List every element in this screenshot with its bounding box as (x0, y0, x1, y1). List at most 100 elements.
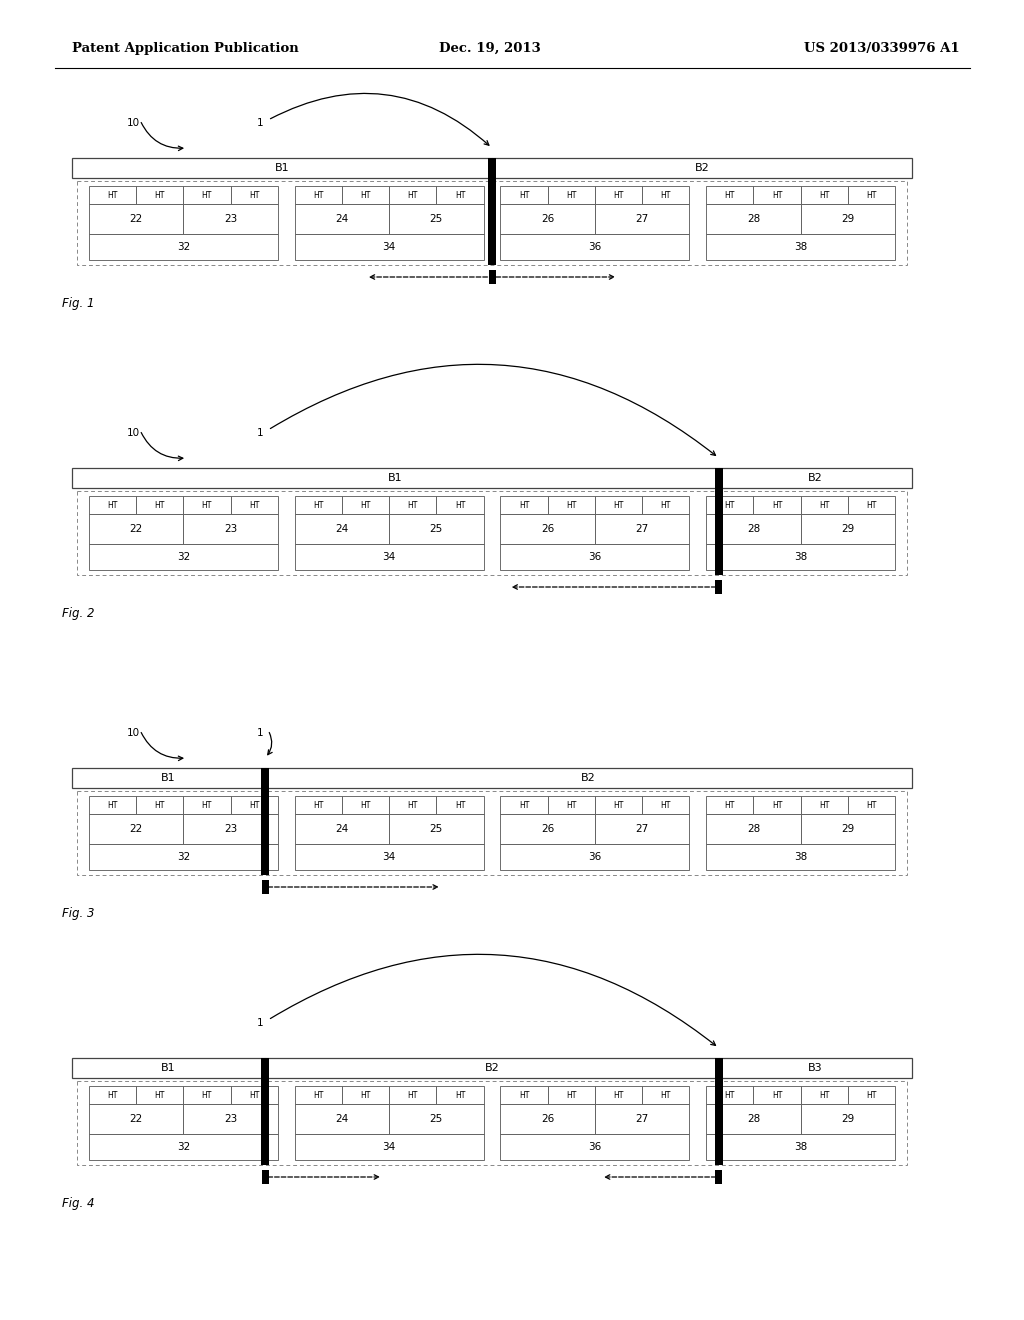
Bar (183, 796, 230, 814)
Bar (262, 1170, 268, 1184)
Text: 23: 23 (224, 214, 238, 224)
Text: 24: 24 (335, 1114, 348, 1125)
Bar (707, 1086, 754, 1104)
Text: HT: HT (660, 1090, 671, 1100)
Text: 27: 27 (636, 1114, 649, 1125)
Bar (342, 186, 389, 205)
Text: 29: 29 (842, 214, 855, 224)
Text: 10: 10 (127, 117, 140, 128)
Bar (77, 791, 907, 875)
Bar (548, 496, 595, 513)
Bar (754, 1086, 801, 1104)
Bar (342, 496, 389, 513)
Text: Fig. 1: Fig. 1 (62, 297, 94, 310)
Bar (548, 796, 595, 814)
Text: 22: 22 (129, 214, 142, 224)
Text: HT: HT (519, 500, 529, 510)
Text: 32: 32 (177, 1142, 189, 1152)
Text: HT: HT (155, 800, 165, 809)
Text: HT: HT (613, 1090, 624, 1100)
Bar (501, 1134, 689, 1160)
Text: Dec. 19, 2013: Dec. 19, 2013 (439, 42, 541, 55)
Text: HT: HT (772, 800, 782, 809)
Text: HT: HT (866, 190, 877, 199)
Bar (642, 186, 689, 205)
Bar (89, 1134, 278, 1160)
Text: HT: HT (725, 500, 735, 510)
Bar (595, 496, 642, 513)
Bar (136, 496, 183, 513)
Text: HT: HT (866, 500, 877, 510)
Bar (848, 186, 895, 205)
Bar (183, 496, 230, 513)
Text: 29: 29 (842, 524, 855, 535)
Text: Fig. 4: Fig. 4 (62, 1197, 94, 1210)
Text: HT: HT (455, 1090, 465, 1100)
Text: 32: 32 (177, 851, 189, 862)
Bar (77, 491, 907, 576)
Bar (72, 768, 265, 788)
Bar (89, 513, 183, 544)
Bar (501, 234, 689, 260)
Text: HT: HT (202, 800, 212, 809)
Bar (89, 1086, 136, 1104)
Text: 27: 27 (636, 824, 649, 834)
Text: HT: HT (519, 1090, 529, 1100)
Bar (89, 496, 136, 513)
Bar (642, 496, 689, 513)
Text: HT: HT (613, 800, 624, 809)
Text: HT: HT (202, 190, 212, 199)
Text: HT: HT (866, 800, 877, 809)
Text: HT: HT (725, 1090, 735, 1100)
Bar (801, 205, 895, 234)
Text: 28: 28 (746, 524, 760, 535)
Text: 29: 29 (842, 1114, 855, 1125)
Text: HT: HT (202, 500, 212, 510)
Bar (707, 186, 754, 205)
Text: 38: 38 (794, 552, 807, 562)
Text: HT: HT (660, 500, 671, 510)
Bar (183, 1104, 278, 1134)
Bar (848, 796, 895, 814)
Bar (295, 234, 483, 260)
Bar (801, 186, 848, 205)
Text: 28: 28 (746, 214, 760, 224)
Text: B2: B2 (808, 473, 822, 483)
Bar (295, 205, 389, 234)
Bar (595, 1086, 642, 1104)
Text: HT: HT (155, 500, 165, 510)
Text: HT: HT (249, 800, 259, 809)
Bar (801, 1104, 895, 1134)
Text: HT: HT (725, 800, 735, 809)
Bar (230, 496, 278, 513)
Text: 25: 25 (430, 214, 443, 224)
Bar (183, 205, 278, 234)
Text: HT: HT (660, 190, 671, 199)
Bar (595, 796, 642, 814)
Bar (715, 469, 723, 576)
Bar (89, 205, 183, 234)
Text: 23: 23 (224, 824, 238, 834)
Text: 34: 34 (383, 552, 395, 562)
Bar (389, 1086, 436, 1104)
Bar (265, 768, 912, 788)
Bar (436, 496, 483, 513)
Text: B3: B3 (808, 1063, 822, 1073)
Bar (707, 234, 895, 260)
Text: 29: 29 (842, 824, 855, 834)
Text: HT: HT (408, 190, 418, 199)
Text: HT: HT (455, 190, 465, 199)
Text: 10: 10 (127, 428, 140, 438)
Bar (492, 158, 912, 178)
Text: HT: HT (108, 800, 118, 809)
Text: 22: 22 (129, 1114, 142, 1125)
Bar (295, 544, 483, 570)
Text: 1: 1 (257, 428, 263, 438)
Text: HT: HT (519, 800, 529, 809)
Bar (501, 843, 689, 870)
Text: HT: HT (725, 190, 735, 199)
Bar (707, 814, 801, 843)
Text: HT: HT (313, 1090, 324, 1100)
Bar (77, 181, 907, 265)
Bar (719, 469, 912, 488)
